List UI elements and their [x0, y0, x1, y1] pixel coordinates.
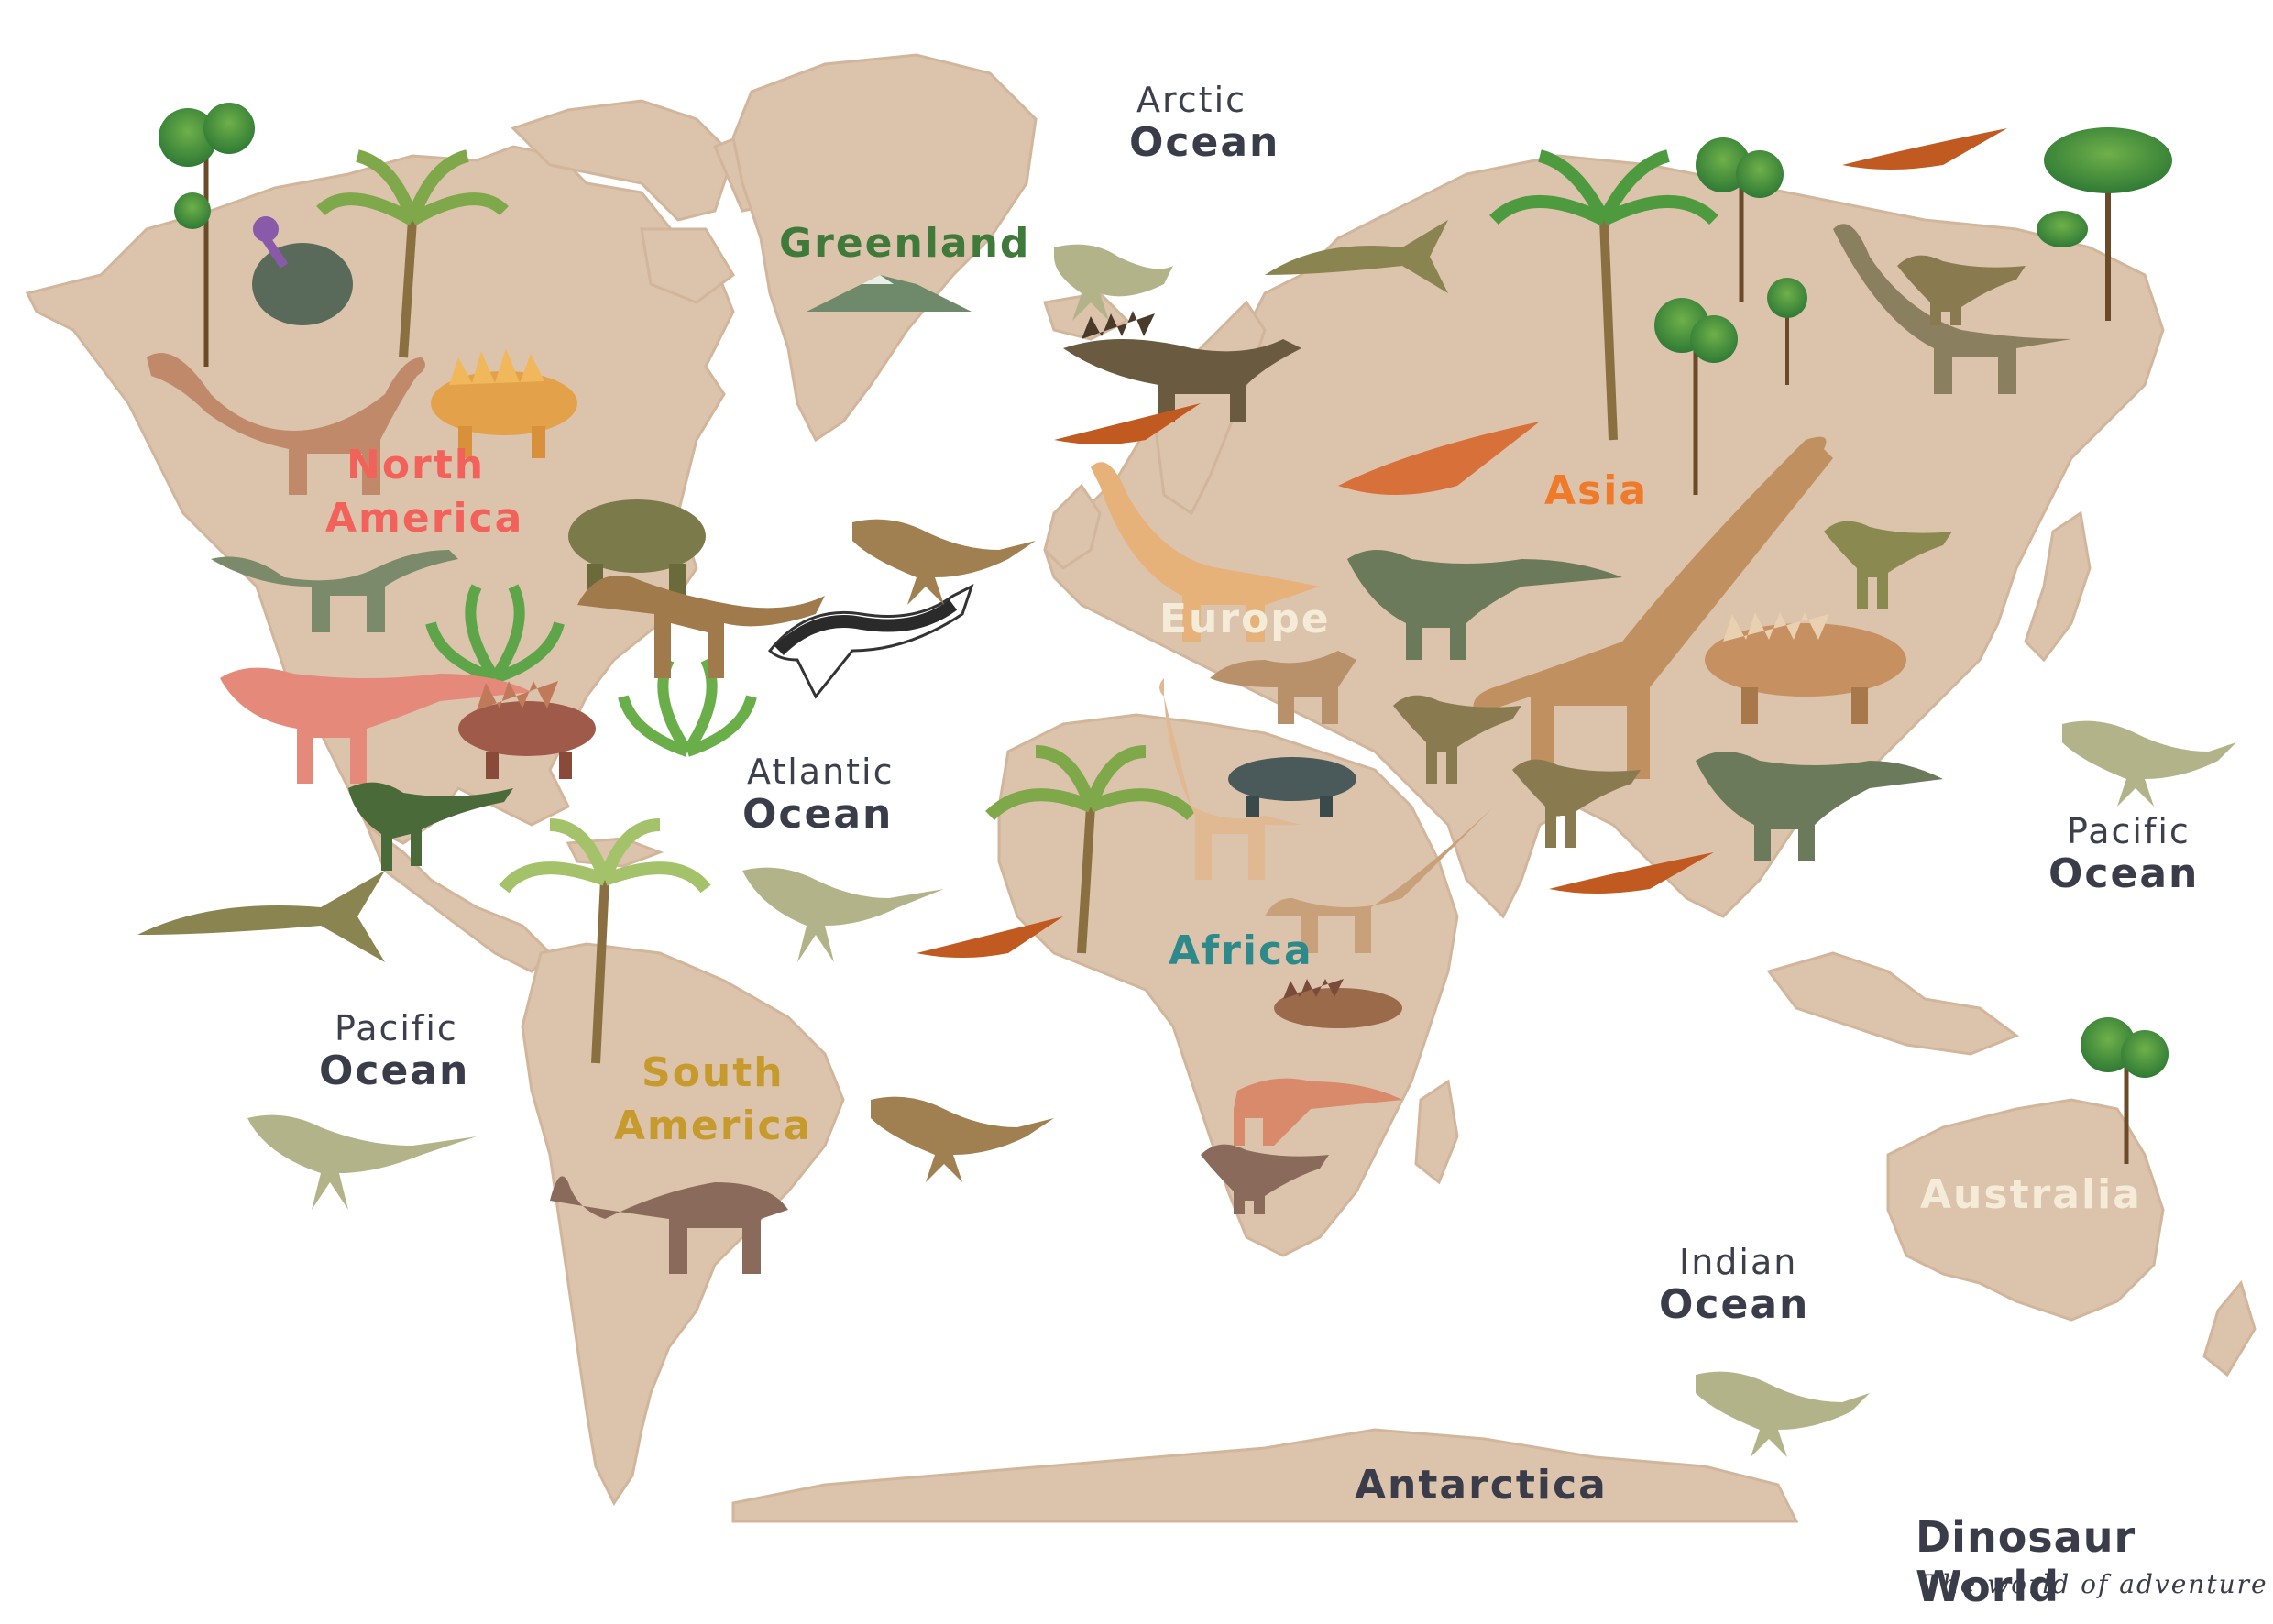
svg-text:Ocean: Ocean — [2048, 850, 2199, 897]
palm-tree-icon — [316, 149, 509, 358]
svg-text:Ocean: Ocean — [1659, 1281, 1809, 1328]
plesiosaur-icon — [2062, 720, 2236, 807]
pacific-ocean-label-east: Pacific Ocean — [2048, 811, 2199, 897]
acacia-tree-icon — [2037, 127, 2172, 321]
raptor-icon — [1393, 695, 1521, 784]
madagascar-land — [1414, 1079, 1459, 1185]
greenland-land — [731, 53, 1038, 443]
tree-icon — [159, 103, 255, 367]
greenland-label: Greenland — [779, 220, 1030, 267]
plant-icon — [425, 584, 565, 684]
arctic-ocean-label: Arctic Ocean — [1129, 80, 1279, 166]
australia-land — [1886, 1098, 2165, 1322]
central-america-land — [363, 820, 553, 973]
africa-label: Africa — [1169, 927, 1313, 974]
antarctica-land — [731, 1428, 1799, 1523]
plateosaur-icon — [1210, 651, 1356, 724]
svg-text:Ocean: Ocean — [742, 791, 893, 838]
sea-islands-land — [1766, 951, 2020, 1056]
spiked-sauropod-icon — [1063, 311, 1301, 422]
europe-label: Europe — [1159, 596, 1331, 642]
svg-text:Ocean: Ocean — [1129, 119, 1279, 166]
pterosaur-icon — [1842, 128, 2007, 170]
south-america-label-1: South — [642, 1049, 785, 1096]
asia-label: Asia — [1544, 467, 1648, 514]
indian-ocean-label: Indian Ocean — [1659, 1242, 1809, 1328]
therizinosaurus-icon — [252, 216, 353, 325]
palm-tree-icon — [1489, 149, 1718, 441]
plesiosaur-icon — [1054, 244, 1173, 321]
raptor-icon — [1201, 1144, 1329, 1214]
raptor-icon — [1897, 255, 2026, 325]
diplodocus-icon — [1265, 807, 1494, 953]
ankylosaurus-icon — [1228, 757, 1356, 817]
mountain-icon — [807, 275, 972, 312]
raptor-icon — [348, 782, 513, 871]
pterosaur-icon — [917, 916, 1063, 958]
australia-label: Australia — [1920, 1171, 2142, 1218]
iguanodon-icon — [577, 576, 825, 678]
apatosaurus-icon — [1091, 462, 1320, 642]
svg-text:Indian: Indian — [1679, 1242, 1797, 1282]
allosaurus-icon — [1347, 550, 1622, 660]
raptor-icon — [1824, 521, 1952, 609]
tree-icon — [2081, 1017, 2169, 1164]
diplodocus-icon — [211, 550, 458, 632]
palm-tree-icon — [499, 818, 711, 1064]
mosasaur-icon — [767, 584, 974, 699]
arctic-island-3 — [640, 227, 735, 304]
continent-labels: North America South America Europe Afric… — [325, 220, 2142, 1509]
ocean-labels: Arctic Ocean Atlantic Ocean Pacific Ocea… — [319, 80, 2199, 1328]
north-america-label-1: North — [346, 442, 485, 488]
raptor-icon — [1512, 759, 1641, 848]
trees — [159, 103, 2172, 1164]
tree-icon — [1767, 278, 1807, 385]
titanosaur-icon — [1473, 436, 1833, 779]
palm-tree-icon — [985, 745, 1196, 954]
ceratosaurus-icon — [1696, 752, 1943, 861]
brachiosaurus-icon — [147, 353, 425, 495]
kentrosaurus-icon — [458, 681, 596, 779]
svg-text:Arctic: Arctic — [1136, 80, 1246, 120]
sauropod-icon — [1833, 224, 2071, 394]
svg-text:Pacific: Pacific — [2067, 811, 2191, 851]
eurasia-land — [1043, 154, 2165, 919]
tree-icon — [1654, 298, 1738, 495]
brand-title: Dinosaur World — [1916, 1512, 2136, 1611]
plesiosaur-icon — [852, 519, 1036, 605]
stegosaur-icon — [1705, 612, 1906, 724]
plesiosaur-icon — [1696, 1371, 1870, 1457]
spiked-dino-icon — [1274, 979, 1402, 1028]
svg-text:Ocean: Ocean — [319, 1048, 469, 1094]
atlantic-ocean-label: Atlantic Ocean — [742, 752, 895, 838]
pterosaur-icon — [1054, 403, 1201, 444]
stegosaurus-icon — [431, 348, 577, 458]
south-america-label-2: America — [614, 1103, 812, 1149]
svg-text:Atlantic: Atlantic — [747, 752, 895, 792]
tree-icon — [1696, 137, 1784, 302]
north-america-label-2: America — [325, 495, 523, 542]
plant-icon — [618, 657, 757, 757]
japan-land — [2024, 510, 2092, 663]
pterosaur-icon — [1338, 422, 1540, 495]
arctic-islands-land — [511, 99, 735, 222]
brand-subtitle: The world of adventure — [1923, 1569, 2268, 1599]
ichthyosaur-icon — [137, 871, 385, 962]
svg-text:Pacific: Pacific — [335, 1008, 458, 1048]
dinosaurs — [137, 128, 2236, 1457]
plesiosaur-icon — [742, 867, 944, 962]
plesiosaur-icon — [247, 1114, 477, 1210]
uk-land — [1043, 483, 1102, 570]
dimetrodon-icon — [1234, 1078, 1402, 1146]
sauropod-icon — [550, 1176, 788, 1274]
ceratosaurus-icon — [220, 667, 532, 784]
new-zealand-land — [2202, 1279, 2257, 1377]
plesiosaur-icon — [871, 1096, 1054, 1182]
africa-land — [997, 713, 1459, 1257]
pterosaur-icon — [1549, 852, 1714, 894]
ichthyosaur-icon — [1265, 220, 1448, 293]
pacific-ocean-label-west: Pacific Ocean — [319, 1008, 469, 1094]
antarctica-label: Antarctica — [1355, 1462, 1608, 1509]
